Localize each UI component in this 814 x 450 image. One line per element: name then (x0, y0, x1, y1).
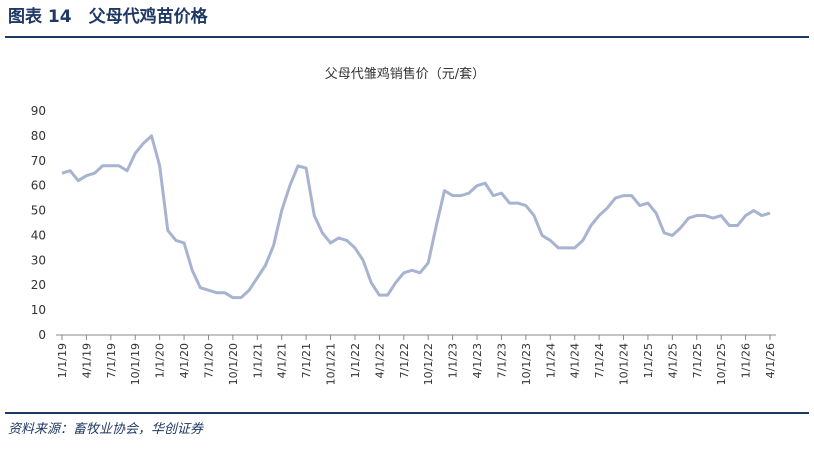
x-tick-label: 1/1/20 (154, 343, 167, 378)
y-tick-label: 20 (31, 278, 46, 292)
x-tick-label: 10/1/20 (227, 343, 240, 385)
x-tick-label: 10/1/19 (129, 343, 142, 385)
x-tick-label: 1/1/26 (740, 343, 753, 378)
x-tick-label: 7/1/22 (398, 343, 411, 378)
x-tick-label: 10/1/22 (422, 343, 435, 385)
x-tick-label: 7/1/23 (495, 343, 508, 378)
x-tick-label: 7/1/20 (202, 343, 215, 378)
y-tick-label: 90 (31, 104, 46, 118)
y-tick-label: 50 (31, 204, 46, 218)
x-tick-label: 4/1/24 (569, 343, 582, 378)
x-tick-label: 1/1/22 (349, 343, 362, 378)
y-tick-label: 10 (31, 303, 46, 317)
y-tick-label: 0 (38, 328, 46, 342)
x-tick-label: 4/1/22 (373, 343, 386, 378)
x-tick-label: 10/1/24 (618, 343, 631, 385)
x-tick-label: 1/1/23 (447, 343, 460, 378)
x-tick-label: 7/1/21 (300, 343, 313, 378)
x-tick-label: 10/1/23 (520, 343, 533, 385)
x-tick-label: 4/1/23 (471, 343, 484, 378)
x-tick-label: 10/1/25 (715, 343, 728, 385)
x-tick-label: 4/1/21 (276, 343, 289, 378)
x-tick-label: 7/1/25 (691, 343, 704, 378)
chart-title: 父母代雏鸡销售价（元/套） (325, 66, 485, 82)
x-tick-label: 1/1/21 (251, 343, 264, 378)
x-tick-label: 1/1/25 (642, 343, 655, 378)
y-tick-label: 80 (31, 129, 46, 143)
y-tick-label: 40 (31, 228, 46, 242)
y-tick-label: 30 (31, 253, 46, 267)
x-tick-label: 4/1/20 (178, 343, 191, 378)
header-title: 图表 14 父母代鸡苗价格 (8, 6, 209, 27)
x-tick-label: 4/1/19 (80, 343, 93, 378)
x-tick-label: 7/1/19 (105, 343, 118, 378)
x-tick-label: 4/1/25 (666, 343, 679, 378)
x-tick-label: 1/1/24 (544, 343, 557, 378)
series-line (61, 134, 771, 300)
x-tick-label: 1/1/19 (56, 343, 69, 378)
x-tick-label: 4/1/26 (764, 343, 777, 378)
x-tick-label: 7/1/24 (593, 343, 606, 378)
y-tick-label: 70 (31, 154, 46, 168)
source: 资料来源：畜牧业协会，华创证券 (8, 421, 204, 437)
y-tick-label: 60 (31, 179, 46, 193)
x-tick-label: 10/1/21 (325, 343, 338, 385)
